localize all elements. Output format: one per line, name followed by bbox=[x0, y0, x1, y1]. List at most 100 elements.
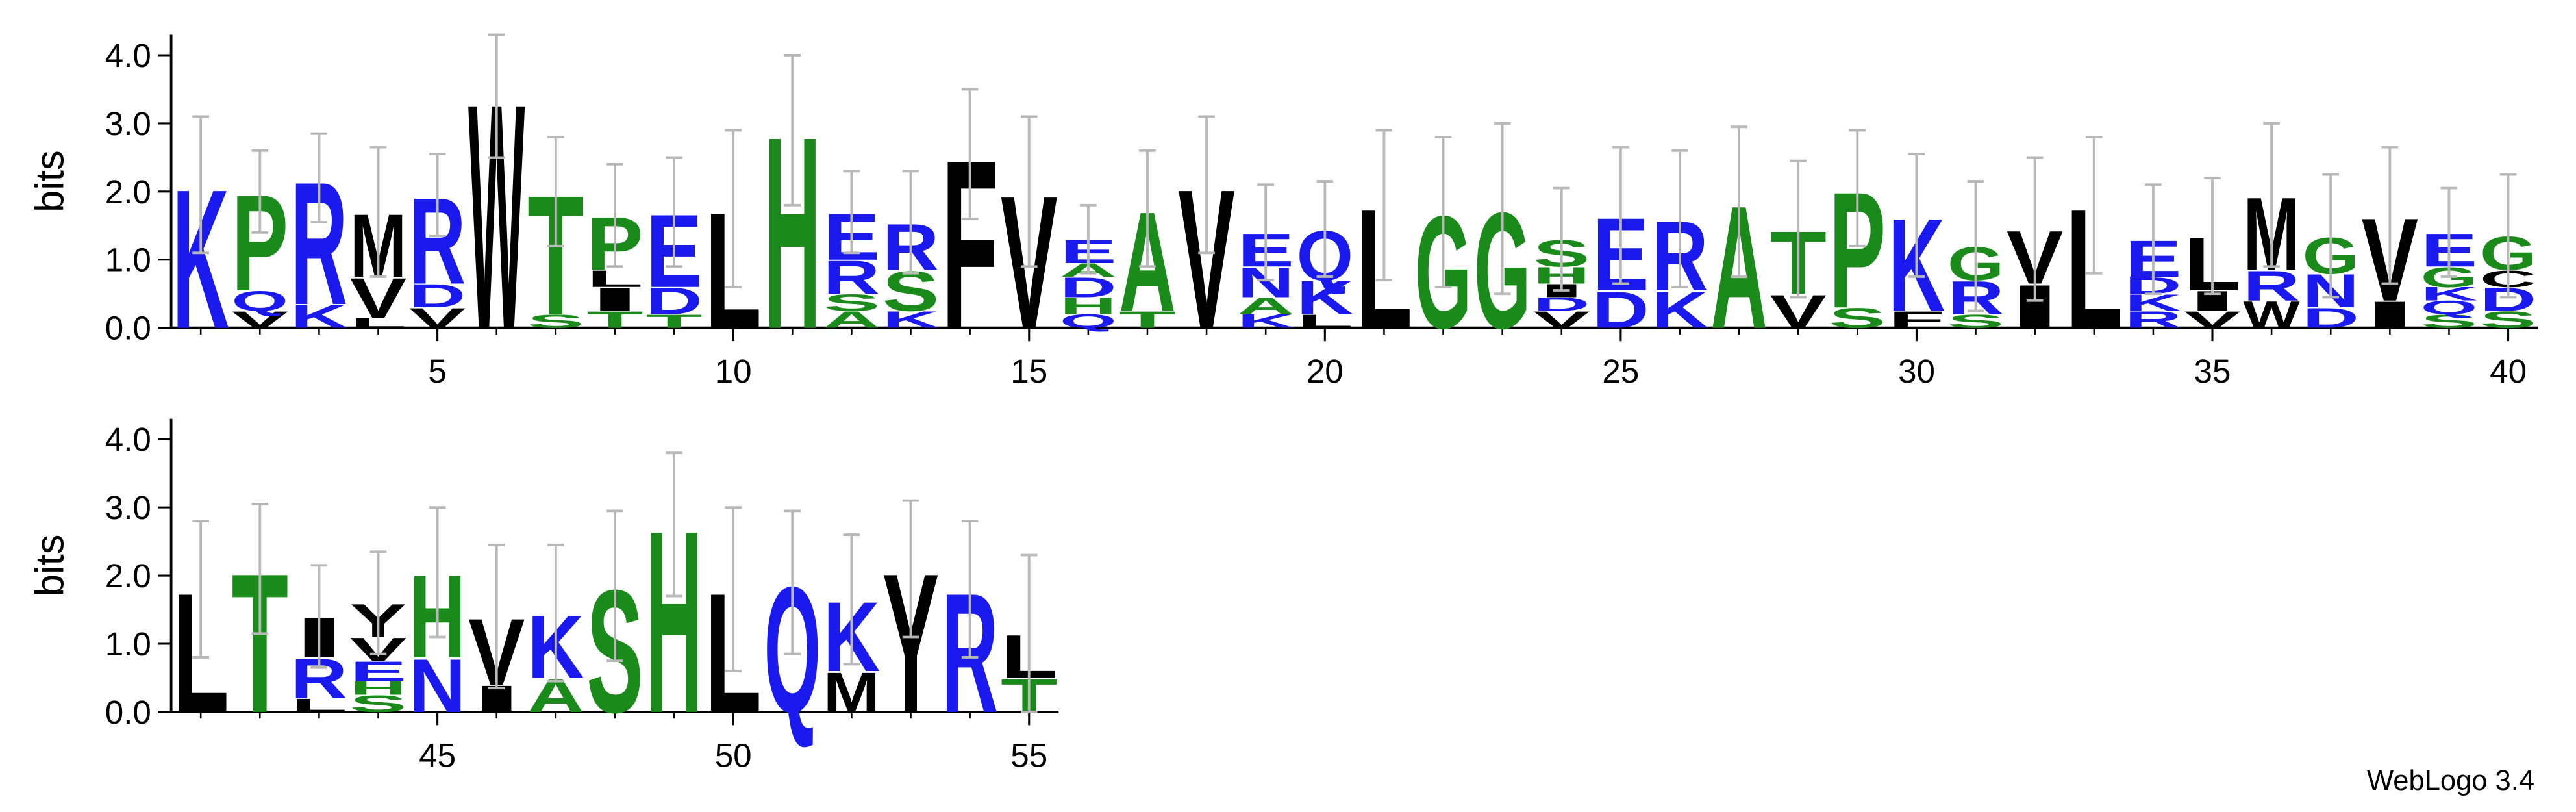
error-bar bbox=[1080, 203, 1097, 275]
error-bar bbox=[1375, 129, 1393, 282]
error-bar bbox=[429, 506, 446, 639]
error-bar bbox=[1494, 121, 1511, 296]
error-bar bbox=[1553, 186, 1570, 292]
error-bar bbox=[2026, 156, 2044, 302]
error-bar bbox=[2204, 176, 2221, 296]
error-bar bbox=[666, 451, 682, 598]
error-bar bbox=[369, 550, 387, 655]
letter: K bbox=[1237, 311, 1294, 332]
error-bar bbox=[192, 115, 209, 255]
letter: D bbox=[1533, 294, 1590, 315]
y-axis-label: bits bbox=[27, 150, 72, 212]
letter: V bbox=[2184, 307, 2240, 333]
error-bar bbox=[784, 509, 801, 655]
error-bar bbox=[1198, 115, 1215, 255]
error-bar bbox=[961, 520, 979, 659]
letter: T bbox=[645, 311, 702, 332]
error-bar bbox=[251, 149, 269, 234]
letter: S bbox=[823, 290, 880, 316]
error-bar bbox=[547, 135, 564, 247]
x-tick-label: 30 bbox=[1898, 353, 1935, 390]
letter: K bbox=[2421, 283, 2477, 305]
letter: K bbox=[1651, 281, 1708, 339]
letter: V bbox=[1533, 307, 1590, 333]
letter: I bbox=[586, 281, 643, 318]
letter: S bbox=[2421, 311, 2477, 333]
letter: D bbox=[1592, 281, 1649, 339]
y-tick-label: 1.0 bbox=[105, 626, 151, 663]
letter: M bbox=[823, 661, 880, 724]
x-tick-label: 10 bbox=[715, 353, 752, 390]
letter: D bbox=[645, 281, 702, 323]
error-bar bbox=[310, 564, 328, 669]
error-bar bbox=[725, 129, 742, 288]
letter: I bbox=[2362, 294, 2418, 336]
error-bar bbox=[1967, 180, 1984, 312]
letter: D bbox=[1060, 272, 1116, 303]
letter: S bbox=[527, 311, 584, 333]
x-tick-label: 55 bbox=[1010, 737, 1047, 774]
error-bar bbox=[1316, 180, 1334, 278]
error-bar bbox=[961, 88, 979, 220]
y-axis-label: bits bbox=[27, 535, 72, 597]
letter: A bbox=[823, 307, 880, 333]
error-bar bbox=[2499, 173, 2517, 299]
x-tick-label: 50 bbox=[715, 737, 752, 774]
error-bar bbox=[1020, 115, 1038, 268]
y-tick-label: 4.0 bbox=[105, 421, 151, 458]
credit: WebLogo 3.4 bbox=[2367, 765, 2534, 796]
y-tick-label: 3.0 bbox=[105, 105, 151, 142]
letter: H bbox=[1060, 293, 1116, 320]
x-tick-label: 40 bbox=[2490, 353, 2527, 390]
x-tick-label: 15 bbox=[1010, 353, 1047, 390]
error-bar bbox=[2440, 186, 2458, 278]
letter: T bbox=[586, 307, 643, 333]
y-tick-label: 2.0 bbox=[105, 173, 151, 210]
letter: K bbox=[291, 298, 347, 335]
letter: F bbox=[1888, 307, 1945, 333]
letter: Q bbox=[1060, 311, 1116, 332]
error-bar bbox=[666, 156, 682, 268]
letter: D bbox=[2303, 303, 2359, 334]
error-bar bbox=[1908, 153, 1925, 278]
letter: L bbox=[586, 266, 643, 292]
error-bar bbox=[1020, 553, 1038, 713]
error-bar bbox=[902, 499, 919, 639]
letter: H bbox=[350, 678, 406, 699]
x-tick-label: 35 bbox=[2194, 353, 2231, 390]
error-bar bbox=[2263, 121, 2280, 268]
y-tick-label: 4.0 bbox=[105, 37, 151, 74]
letter: L bbox=[1297, 311, 1353, 332]
error-bar bbox=[1790, 159, 1807, 299]
y-tick-label: 0.0 bbox=[105, 310, 151, 347]
error-bar bbox=[1671, 149, 1688, 288]
error-bar bbox=[429, 153, 446, 237]
error-bar bbox=[547, 543, 564, 683]
x-tick-label: 25 bbox=[1602, 353, 1639, 390]
error-bar bbox=[310, 132, 328, 223]
error-bar bbox=[606, 509, 623, 663]
letter: S bbox=[2480, 307, 2536, 333]
letter: Q bbox=[232, 286, 288, 318]
letter: V bbox=[232, 307, 288, 333]
y-tick-label: 2.0 bbox=[105, 557, 151, 594]
letter: L bbox=[350, 315, 406, 331]
x-tick-label: 5 bbox=[428, 353, 446, 390]
error-bar bbox=[1849, 129, 1866, 247]
error-bar bbox=[2145, 183, 2162, 296]
y-tick-label: 0.0 bbox=[105, 694, 151, 731]
letter: S bbox=[1829, 302, 1886, 334]
letter: S bbox=[350, 691, 406, 717]
letter: T bbox=[1119, 307, 1175, 333]
letter: K bbox=[882, 307, 939, 333]
error-bar bbox=[488, 543, 505, 690]
letter: E bbox=[350, 655, 406, 687]
error-bar bbox=[1731, 125, 1747, 278]
error-bar bbox=[1139, 149, 1156, 268]
error-bar bbox=[1257, 183, 1275, 282]
x-tick-label: 20 bbox=[1307, 353, 1344, 390]
error-bar bbox=[843, 170, 860, 255]
error-bar bbox=[369, 146, 387, 278]
error-bar bbox=[192, 520, 209, 659]
